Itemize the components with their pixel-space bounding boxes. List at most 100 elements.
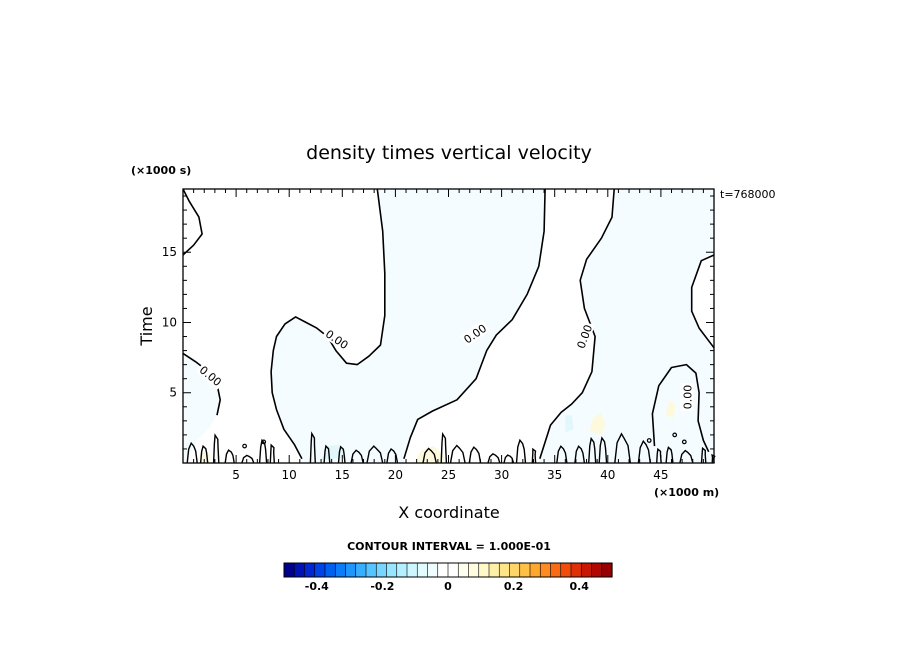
colorbar bbox=[283, 562, 613, 578]
noise-contour bbox=[186, 441, 198, 464]
colorbar-swatch bbox=[570, 562, 582, 578]
contour-left-top bbox=[182, 188, 203, 256]
colorbar-swatch bbox=[283, 562, 295, 578]
y-unit-label: (×1000 s) bbox=[131, 164, 191, 177]
noise-contour bbox=[350, 449, 364, 464]
colorbar-swatch bbox=[416, 562, 429, 578]
x-axis-label: X coordinate bbox=[398, 503, 499, 522]
plot-area: 0.000.00 0.00 0.000.00 5 10 15 20 25 30 35 40 45 5… bbox=[162, 188, 716, 482]
contour-label-bg bbox=[196, 361, 226, 390]
colorbar-swatch bbox=[601, 562, 613, 578]
x-tick-labels: 5 10 15 20 25 30 35 40 45 bbox=[232, 468, 668, 482]
colorbar-tick-label: 0.2 bbox=[504, 580, 524, 593]
y-axis-label: Time bbox=[137, 306, 156, 346]
contour-right-c bbox=[651, 363, 710, 453]
x-tick-label: 10 bbox=[282, 468, 297, 482]
colorbar-tick-label: 0 bbox=[444, 580, 452, 593]
noise-contour bbox=[588, 436, 597, 464]
patch-yellow-1 bbox=[414, 446, 445, 463]
noise-contour bbox=[440, 431, 448, 464]
colorbar-swatch bbox=[437, 562, 449, 578]
y-tick-label: 10 bbox=[162, 315, 177, 329]
y-tick-labels: 5 10 15 bbox=[162, 245, 177, 400]
x-tick-label: 15 bbox=[335, 468, 350, 482]
colorbar-swatch bbox=[457, 562, 470, 578]
chart-title: density times vertical velocity bbox=[306, 142, 592, 164]
colorbar-swatch bbox=[560, 562, 572, 578]
axis-ticks bbox=[183, 189, 714, 463]
contour-label-bg bbox=[459, 319, 490, 347]
colorbar-swatch bbox=[386, 562, 398, 578]
colorbar-swatch bbox=[539, 562, 552, 578]
noise-contour bbox=[556, 445, 568, 464]
colorbar-swatch bbox=[365, 562, 377, 578]
noise-loop bbox=[672, 432, 678, 438]
contour-right-b bbox=[690, 254, 715, 349]
region-right bbox=[539, 189, 714, 463]
colorbar-swatch bbox=[324, 562, 336, 578]
colorbar-swatch bbox=[345, 562, 357, 578]
noise-contour bbox=[199, 444, 209, 464]
colorbar-swatch bbox=[304, 562, 316, 578]
noise-contour bbox=[386, 447, 399, 464]
colorbar-swatch bbox=[519, 562, 531, 578]
x-tick-label: 35 bbox=[547, 468, 562, 482]
noise-contour bbox=[449, 444, 466, 464]
x-tick-label: 30 bbox=[494, 468, 509, 482]
noise-contour bbox=[637, 439, 651, 464]
noise-contour bbox=[679, 449, 694, 464]
y-tick-label: 5 bbox=[169, 386, 177, 400]
contour-label: 0.00 bbox=[681, 385, 694, 410]
noise-contour bbox=[468, 446, 482, 464]
noise-contour bbox=[665, 446, 674, 464]
x-tick-label: 45 bbox=[653, 468, 668, 482]
contour-label-bg bbox=[322, 325, 353, 353]
noise-contour bbox=[337, 445, 346, 464]
patch-blue-1 bbox=[565, 415, 574, 433]
colorbar-swatch bbox=[406, 562, 418, 578]
contour-right-a bbox=[539, 188, 615, 460]
noise-contour bbox=[531, 447, 537, 464]
noise-contour bbox=[487, 453, 501, 464]
x-unit-label: (×1000 m) bbox=[654, 486, 719, 499]
noise-contour bbox=[614, 432, 631, 464]
patch-yellow-3 bbox=[665, 401, 676, 418]
contour-label-bg bbox=[680, 382, 694, 411]
colorbar-swatch bbox=[334, 562, 347, 578]
colorbar-swatch bbox=[293, 562, 306, 578]
noise-loop bbox=[681, 439, 687, 445]
noise-loop bbox=[646, 438, 652, 443]
colorbar-swatch bbox=[468, 562, 480, 578]
colorbar-swatch bbox=[427, 562, 439, 578]
colorbar-swatch bbox=[478, 562, 490, 578]
noise-contour bbox=[258, 438, 268, 464]
colorbar-swatch bbox=[355, 562, 367, 578]
patch-yellow-2 bbox=[589, 412, 606, 435]
contour-center-a bbox=[270, 188, 386, 460]
noise-contour bbox=[366, 445, 384, 464]
noise-contour bbox=[598, 436, 608, 464]
colorbar-swatch bbox=[529, 562, 541, 578]
x-tick-label: 5 bbox=[232, 468, 240, 482]
colorbar-frame bbox=[283, 562, 613, 578]
noise-contour bbox=[323, 444, 331, 464]
noise-contours bbox=[186, 431, 716, 464]
colorbar-swatch bbox=[375, 562, 388, 578]
colorbar-title: CONTOUR INTERVAL = 1.000E-01 bbox=[347, 540, 551, 553]
x-tick-label: 20 bbox=[388, 468, 403, 482]
colorbar-swatch bbox=[314, 562, 326, 578]
colorbar-swatch bbox=[509, 562, 521, 578]
colorbar-swatch bbox=[498, 562, 511, 578]
contour-label-bg bbox=[573, 320, 595, 352]
x-tick-label: 25 bbox=[441, 468, 456, 482]
noise-contour bbox=[241, 454, 255, 464]
noise-loop bbox=[261, 439, 267, 445]
y-tick-label: 15 bbox=[162, 245, 177, 259]
time-annotation: t=768000 bbox=[720, 188, 776, 201]
noise-loop bbox=[242, 443, 248, 449]
x-tick-label: 40 bbox=[600, 468, 615, 482]
noise-contour bbox=[515, 438, 527, 464]
noise-contour bbox=[309, 431, 316, 464]
colorbar-tick-label: 0.4 bbox=[569, 580, 589, 593]
